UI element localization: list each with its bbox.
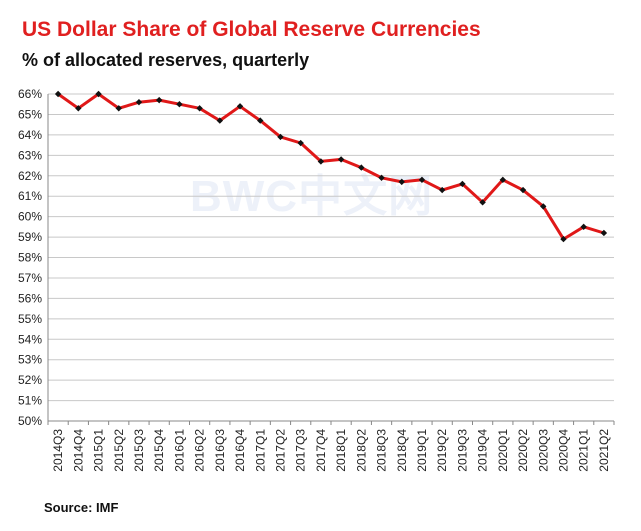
x-tick-label: 2015Q2 <box>112 429 126 472</box>
x-tick-label: 2019Q4 <box>476 429 490 472</box>
data-point <box>176 101 183 108</box>
y-tick-label: 50% <box>18 414 42 428</box>
y-tick-label: 57% <box>18 271 42 285</box>
y-tick-label: 53% <box>18 353 42 367</box>
data-point <box>54 90 62 98</box>
y-tick-label: 54% <box>18 332 42 346</box>
y-tick-label: 66% <box>18 87 42 101</box>
data-point <box>236 103 244 110</box>
y-tick-label: 63% <box>18 148 42 162</box>
data-point <box>378 174 385 181</box>
data-point <box>499 176 507 184</box>
data-point <box>519 186 527 194</box>
x-tick-label: 2017Q3 <box>294 429 308 472</box>
x-tick-label: 2014Q4 <box>71 429 85 472</box>
data-point <box>257 117 264 124</box>
x-tick-label: 2017Q1 <box>253 429 267 472</box>
x-tick-label: 2019Q3 <box>455 429 469 472</box>
y-tick-label: 52% <box>18 373 42 387</box>
data-point <box>560 235 567 243</box>
x-axis: 2014Q3 2014Q4 2015Q1 2015Q2 2015Q3 2015Q4 2016… <box>47 420 615 472</box>
data-point <box>398 178 405 186</box>
series-line <box>57 92 605 241</box>
series-group <box>54 90 608 243</box>
data-point <box>297 139 304 147</box>
x-tick-label: 2020Q1 <box>496 429 510 472</box>
data-point <box>216 117 224 124</box>
x-tick-label: 2020Q4 <box>556 429 570 472</box>
grid-lines <box>48 93 614 422</box>
data-point <box>155 96 163 104</box>
x-tick-label: 2015Q3 <box>132 429 146 472</box>
data-point <box>95 90 102 98</box>
y-tick-label: 55% <box>18 312 42 326</box>
data-point <box>479 199 486 206</box>
data-point <box>600 229 608 237</box>
x-tick-label: 2016Q3 <box>213 429 227 472</box>
x-tick-label: 2020Q3 <box>536 429 550 472</box>
chart-title: US Dollar Share of Global Reserve Curren… <box>22 18 481 41</box>
y-tick-label: 61% <box>18 189 42 203</box>
y-tick-label: 58% <box>18 251 42 265</box>
x-tick-label: 2014Q3 <box>51 429 65 472</box>
x-tick-label: 2016Q2 <box>193 429 207 472</box>
x-tick-label: 2016Q4 <box>233 429 247 472</box>
x-tick-label: 2020Q2 <box>516 429 530 472</box>
y-tick-label: 65% <box>18 107 42 121</box>
data-point <box>317 158 325 165</box>
x-tick-label: 2015Q4 <box>152 429 166 472</box>
y-tick-label: 59% <box>18 230 42 244</box>
x-tick-label: 2021Q1 <box>577 429 591 472</box>
x-tick-label: 2018Q3 <box>375 429 389 472</box>
x-tick-label: 2018Q2 <box>354 429 368 472</box>
data-point <box>196 105 203 112</box>
data-point <box>540 203 547 210</box>
x-tick-label: 2018Q1 <box>334 429 348 472</box>
x-tick-label: 2021Q2 <box>597 429 611 472</box>
data-point <box>459 180 466 188</box>
data-point <box>115 105 122 112</box>
y-tick-label: 62% <box>18 169 42 183</box>
x-tick-label: 2015Q1 <box>92 429 106 472</box>
x-tick-label: 2016Q1 <box>172 429 186 472</box>
chart-subtitle: % of allocated reserves, quarterly <box>22 50 310 70</box>
y-tick-label: 60% <box>18 210 42 224</box>
x-tick-label: 2017Q4 <box>314 429 328 472</box>
x-tick-label: 2017Q2 <box>273 429 287 472</box>
x-tick-label: 2019Q1 <box>415 429 429 472</box>
data-point <box>358 164 365 171</box>
data-point <box>277 133 284 141</box>
data-point <box>337 156 345 163</box>
y-tick-label: 64% <box>18 128 42 142</box>
y-tick-label: 56% <box>18 291 42 305</box>
data-point <box>438 186 446 194</box>
x-tick-label: 2019Q2 <box>435 429 449 472</box>
y-axis: 50% 51% 52% 53% 54% 55% 56% 57% 58% 59% 60% 61% 62% 6… <box>18 87 49 428</box>
data-point <box>75 105 82 112</box>
y-tick-label: 51% <box>18 394 42 408</box>
data-point <box>418 176 426 184</box>
x-tick-label: 2018Q4 <box>395 429 409 472</box>
source-note: Source: IMF <box>44 500 119 515</box>
data-point <box>580 223 587 231</box>
data-point <box>135 98 143 106</box>
